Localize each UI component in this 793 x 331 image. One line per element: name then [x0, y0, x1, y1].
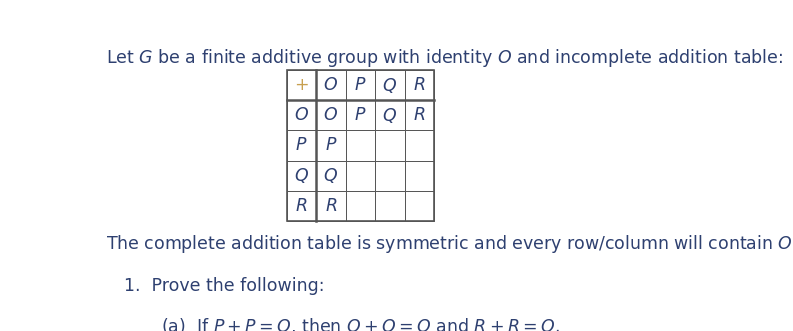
Text: Let $G$ be a finite additive group with identity $O$ and incomplete addition tab: Let $G$ be a finite additive group with …: [106, 47, 783, 70]
Text: $P$: $P$: [295, 136, 308, 155]
Text: $Q$: $Q$: [382, 76, 397, 95]
Bar: [404, 70, 434, 100]
Bar: [316, 191, 346, 221]
Text: $Q$: $Q$: [382, 106, 397, 125]
Text: $Q$: $Q$: [294, 166, 308, 185]
Bar: [286, 130, 316, 161]
Bar: [316, 100, 346, 130]
Bar: [404, 100, 434, 130]
Bar: [346, 70, 375, 100]
Bar: [346, 161, 375, 191]
Bar: [286, 191, 316, 221]
Bar: [346, 130, 375, 161]
Text: $P$: $P$: [324, 136, 337, 155]
Text: $O$: $O$: [324, 76, 339, 94]
Bar: [404, 130, 434, 161]
Text: $O$: $O$: [324, 106, 339, 124]
Bar: [375, 191, 404, 221]
Text: $O$: $O$: [294, 106, 308, 124]
Text: $P$: $P$: [354, 106, 366, 124]
Text: $Q$: $Q$: [324, 166, 339, 185]
Text: $P$: $P$: [354, 76, 366, 94]
Bar: [286, 100, 316, 130]
Text: (a)  If $P+P = Q$, then $Q+Q = O$ and $R+R = Q$.: (a) If $P+P = Q$, then $Q+Q = O$ and $R+…: [160, 316, 560, 331]
Bar: [286, 70, 316, 100]
Text: $+$: $+$: [294, 76, 308, 94]
Bar: [346, 191, 375, 221]
Text: $R$: $R$: [413, 76, 426, 94]
Bar: [346, 100, 375, 130]
Bar: [375, 100, 404, 130]
Text: The complete addition table is symmetric and every row/column will contain $O, P: The complete addition table is symmetric…: [106, 233, 793, 256]
Bar: [375, 161, 404, 191]
Text: $R$: $R$: [295, 197, 308, 214]
Text: $R$: $R$: [413, 106, 426, 124]
Bar: [375, 130, 404, 161]
Bar: [375, 70, 404, 100]
Bar: [404, 161, 434, 191]
Bar: [316, 70, 346, 100]
Bar: [286, 161, 316, 191]
Bar: [316, 130, 346, 161]
Bar: [404, 191, 434, 221]
Bar: [316, 161, 346, 191]
Text: $R$: $R$: [324, 197, 337, 214]
Text: 1.  Prove the following:: 1. Prove the following:: [124, 277, 324, 295]
